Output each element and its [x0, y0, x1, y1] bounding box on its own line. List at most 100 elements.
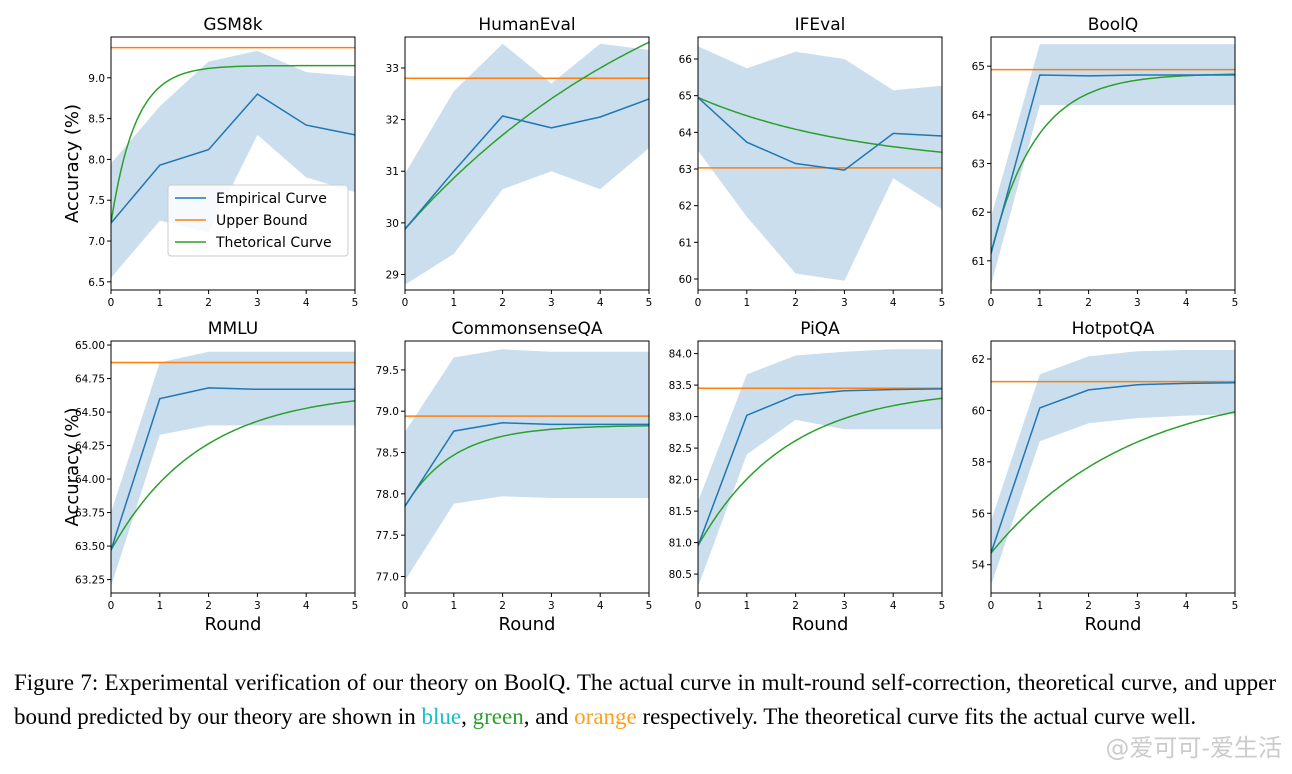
- y-tick-label: 8.0: [88, 154, 105, 166]
- empirical-curve: [111, 387, 355, 551]
- panel-title: HumanEval: [478, 15, 575, 35]
- x-tick-label: 3: [548, 297, 555, 309]
- x-tick-label: 4: [303, 297, 310, 309]
- x-tick-label: 4: [1183, 600, 1190, 612]
- x-tick-label: 0: [108, 297, 115, 309]
- y-tick-label: 66: [679, 54, 693, 66]
- y-tick-label: 62: [679, 201, 692, 213]
- y-axis-label: Accuracy (%): [62, 104, 83, 223]
- x-tick-label: 2: [205, 600, 212, 612]
- y-tick-label: 64.00: [75, 474, 105, 486]
- y-tick-label: 7.5: [88, 195, 105, 207]
- y-tick-label: 64: [972, 110, 986, 122]
- confidence-band: [111, 351, 355, 587]
- y-tick-label: 8.5: [88, 114, 105, 126]
- x-tick-label: 2: [205, 297, 212, 309]
- legend-entry: Thetorical Curve: [215, 235, 332, 251]
- panel-commonsenseqa: 0 1 2 3 4 5 77.0 77.5 78.0 78.5 79.0 79.5 Commonsens…: [376, 319, 653, 635]
- x-axis-label: Round: [205, 614, 262, 635]
- x-tick-label: 2: [1085, 297, 1092, 309]
- y-tick-label: 80.5: [669, 569, 692, 581]
- plot-area: [698, 46, 942, 281]
- empirical-curve: [698, 388, 942, 547]
- x-tick-label: 4: [890, 297, 897, 309]
- y-tick-label: 9.0: [88, 73, 105, 85]
- x-tick-label: 4: [1183, 297, 1190, 309]
- panel-boolq: 0 1 2 3 4 5 61 62 63 64 65 BoolQ: [972, 15, 1239, 309]
- empirical-curve: [405, 422, 649, 507]
- y-tick-label: 63.50: [75, 541, 105, 553]
- legend-box: [167, 184, 349, 257]
- y-tick-label: 64.75: [75, 374, 105, 386]
- y-tick-label: 60: [679, 274, 692, 286]
- y-tick-label: 6.5: [88, 277, 105, 289]
- theoretical-curve: [698, 96, 942, 153]
- y-tick-label: 64.25: [75, 441, 105, 453]
- x-axis-label: Round: [792, 614, 849, 635]
- y-tick-label: 79.0: [376, 406, 399, 418]
- empirical-curve: [991, 381, 1235, 554]
- y-tick-label: 61: [679, 237, 692, 249]
- confidence-band: [405, 349, 649, 581]
- x-tick-label: 1: [156, 297, 163, 309]
- y-tick-label: 61: [972, 256, 985, 268]
- axes-frame: [697, 340, 943, 594]
- theoretical-curve: [405, 41, 649, 230]
- y-tick-label: 64: [679, 127, 693, 139]
- panel-title: GSM8k: [203, 15, 262, 35]
- axes-frame: [404, 340, 650, 594]
- panel-title: BoolQ: [1088, 15, 1139, 35]
- y-tick-label: 78.5: [376, 448, 399, 460]
- x-tick-label: 0: [695, 600, 702, 612]
- x-tick-label: 5: [939, 297, 946, 309]
- axes-frame: [404, 36, 650, 291]
- y-tick-label: 7.0: [88, 236, 105, 248]
- x-tick-label: 2: [792, 600, 799, 612]
- axes-frame: [110, 36, 356, 291]
- x-axis-label: Round: [1085, 614, 1142, 635]
- caption-word-orange: orange: [574, 704, 637, 729]
- x-tick-label: 3: [254, 600, 261, 612]
- x-tick-label: 5: [1232, 297, 1239, 309]
- axes-frame: [110, 340, 356, 594]
- empirical-curve: [405, 98, 649, 230]
- x-tick-label: 4: [597, 600, 604, 612]
- x-tick-label: 4: [890, 600, 897, 612]
- watermark: @爱可可-爱生活: [1105, 734, 1282, 762]
- caption-sep-1: ,: [461, 704, 473, 729]
- y-tick-label: 62: [972, 354, 985, 366]
- y-tick-label: 82.5: [669, 443, 692, 455]
- y-tick-label: 63: [972, 159, 985, 171]
- panel-title: PiQA: [800, 319, 840, 339]
- panel-title: MMLU: [208, 319, 258, 339]
- panel-hotpotqa: 0 1 2 3 4 5 54 56 58 60 62 HotpotQA Round: [972, 319, 1239, 635]
- y-axis-label: Accuracy (%): [62, 407, 83, 526]
- legend: Empirical Curve Upper Bound Thetorical Cur…: [167, 184, 349, 257]
- y-tick-label: 64.50: [75, 407, 105, 419]
- y-tick-label: 30: [386, 218, 399, 230]
- x-tick-label: 1: [743, 600, 750, 612]
- x-tick-label: 1: [1036, 297, 1043, 309]
- panel-title: HotpotQA: [1072, 319, 1155, 339]
- x-tick-label: 0: [108, 600, 115, 612]
- y-tick-label: 56: [972, 508, 986, 520]
- y-tick-label: 83.0: [669, 412, 692, 424]
- y-tick-label: 65: [972, 61, 985, 73]
- y-tick-label: 31: [386, 166, 399, 178]
- empirical-curve: [111, 93, 355, 224]
- y-tick-label: 81.5: [669, 506, 692, 518]
- axes-frame: [990, 340, 1236, 594]
- x-tick-label: 5: [352, 297, 359, 309]
- panel-mmlu: 0 1 2 3 4 5 63.25 63.50 63.75 64.00 64.25 64.50 64.7…: [62, 319, 358, 635]
- y-tick-label: 60: [972, 405, 985, 417]
- panel-humaneval: 0 1 2 3 4 5 29 30 31 32 33 HumanEval: [386, 15, 653, 309]
- panel-title: IFEval: [795, 15, 846, 35]
- y-tick-label: 63.75: [75, 508, 105, 520]
- plot-area: [405, 349, 649, 581]
- y-tick-label: 77.5: [376, 530, 399, 542]
- x-tick-label: 5: [646, 297, 653, 309]
- y-tick-label: 62: [972, 207, 985, 219]
- y-tick-label: 83.5: [669, 380, 692, 392]
- y-tick-label: 63: [679, 164, 692, 176]
- panel-gsm8k: 0 1 2 3 4 5 6.5 7.0 7.5 8.0 8.5 9.0 GSM8k Accuracy (%…: [62, 15, 358, 309]
